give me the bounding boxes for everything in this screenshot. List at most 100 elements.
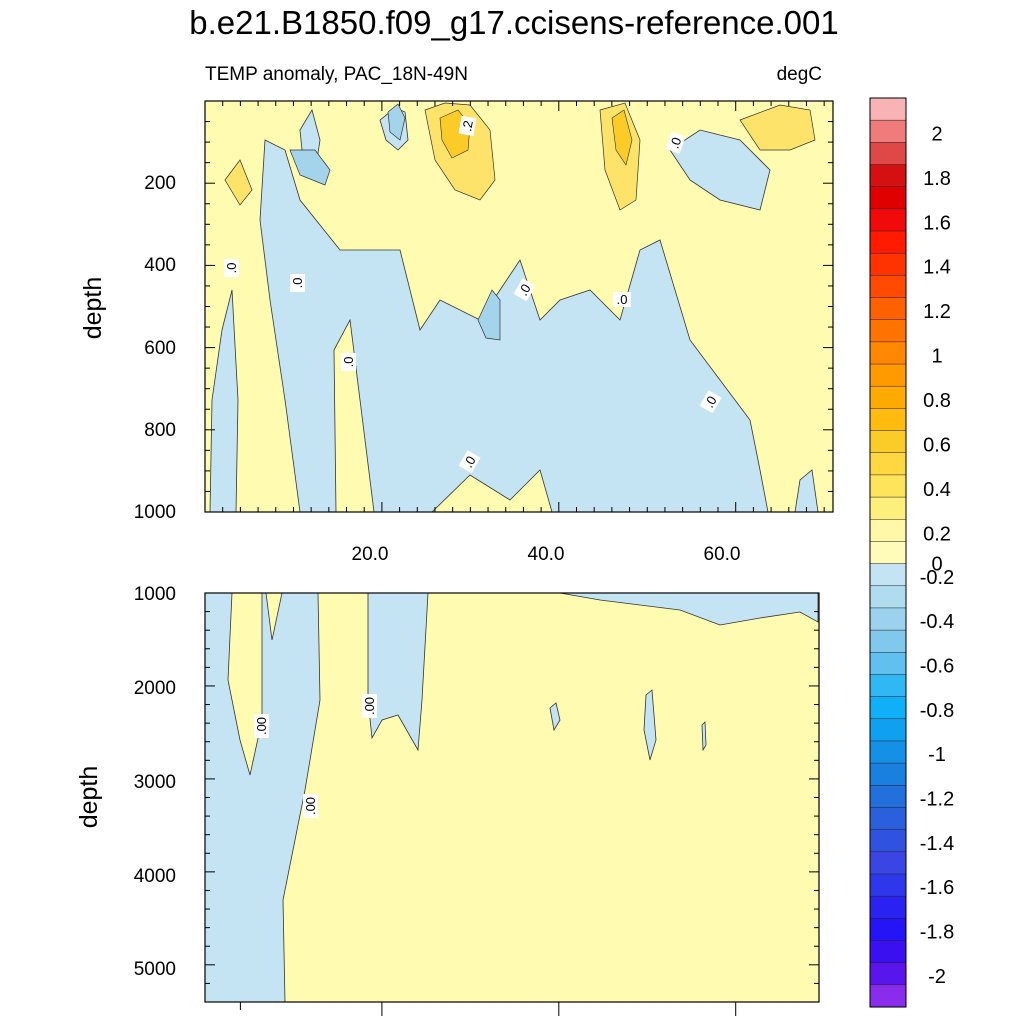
y-tick-label: 2000 — [134, 678, 176, 699]
upper-darker-negative — [289, 103, 501, 341]
colorbar-swatch — [869, 718, 907, 742]
contour-label: .2 — [458, 115, 477, 137]
colorbar-swatch — [869, 119, 907, 143]
colorbar-swatch — [869, 807, 907, 831]
colorbar-label: 0 — [931, 554, 942, 576]
colorbar-swatch — [869, 962, 907, 986]
colorbar-swatch — [869, 208, 907, 232]
contour-label: .0 — [665, 131, 686, 154]
colorbar-swatch — [869, 408, 907, 432]
lower-y-axis-label: depth — [75, 766, 103, 829]
colorbar-label: 1.4 — [923, 257, 951, 279]
figure-title: b.e21.B1850.f09_g17.ccisens-reference.00… — [189, 4, 838, 41]
y-tick-label: 4000 — [134, 866, 176, 887]
colorbar-swatch — [869, 385, 907, 409]
colorbar-swatch — [869, 829, 907, 853]
colorbar-label: 1.8 — [923, 168, 951, 190]
colorbar-label: 1.6 — [923, 212, 951, 234]
colorbar-swatch — [869, 585, 907, 609]
upper-y-ticks — [205, 100, 833, 513]
lower-negative-regions — [204, 592, 819, 1003]
colorbar-swatch — [869, 142, 907, 166]
contour-label: .00 — [362, 694, 377, 718]
contour-label: .0 — [290, 274, 305, 292]
y-tick-label: 400 — [144, 255, 176, 276]
colorbar-swatch — [869, 164, 907, 188]
subtitle-left: TEMP anomaly, PAC_18N-49N — [205, 64, 468, 85]
colorbar-label: 2 — [931, 123, 942, 145]
colorbar-label: -0.6 — [920, 655, 954, 677]
contour-label-text: .00 — [254, 717, 269, 735]
colorbar-swatch — [869, 97, 907, 121]
contour-label: .0 — [224, 259, 239, 277]
colorbar-swatch — [869, 430, 907, 454]
lower-panel: .00 .00 .00 1000 2000 3000 4000 5000 depth — [75, 584, 820, 1016]
y-tick-label: 3000 — [134, 772, 176, 793]
colorbar-swatch — [869, 629, 907, 653]
colorbar-swatch — [869, 541, 907, 565]
y-tick-label: 1000 — [134, 502, 176, 523]
contour-label-text: .2 — [459, 119, 476, 132]
colorbar-swatch — [869, 851, 907, 875]
colorbar-swatch — [869, 474, 907, 498]
colorbar-swatch — [869, 940, 907, 964]
y-tick-label: 1000 — [134, 584, 176, 605]
colorbar-label: 0.8 — [923, 390, 951, 412]
contour-label-text: .0 — [341, 357, 356, 368]
colorbar-label: -2 — [928, 966, 946, 988]
contour-label-text: .0 — [290, 278, 305, 289]
contour-label: .0 — [341, 353, 356, 371]
colorbar-swatch — [869, 341, 907, 365]
colorbar-swatch — [869, 297, 907, 321]
colorbar-swatch — [869, 230, 907, 254]
lower-contour-labels: .00 .00 .00 — [254, 694, 377, 818]
colorbar-label: -1.6 — [920, 877, 954, 899]
x-tick-label: 60.0 — [704, 544, 741, 565]
contour-label: .0 — [699, 390, 722, 414]
upper-x-ticks — [204, 101, 825, 512]
colorbar-label: 0.4 — [923, 479, 951, 501]
contour-label: .00 — [254, 714, 269, 738]
upper-y-axis-label: depth — [79, 277, 107, 340]
colorbar-swatch — [869, 740, 907, 764]
colorbar-swatch — [869, 674, 907, 698]
y-tick-label: 200 — [144, 173, 176, 194]
colorbar-swatch — [869, 186, 907, 210]
colorbar-swatch — [869, 762, 907, 786]
colorbar-swatch — [869, 696, 907, 720]
colorbar-swatch — [869, 918, 907, 942]
colorbar-label: 1 — [931, 346, 942, 368]
contour-label: .0 — [513, 278, 536, 302]
colorbar-swatch — [869, 563, 907, 587]
colorbar-labels: 2 1.8 1.6 1.4 1.2 1 0.8 0.6 0.4 0.2 0-0.2 -0.4 -0.6 -… — [920, 123, 954, 987]
colorbar-swatch — [869, 785, 907, 809]
colorbar-label: -1.8 — [920, 921, 954, 943]
colorbar-swatch — [869, 984, 907, 1008]
colorbar-swatch — [869, 496, 907, 520]
contour-label: .0 — [458, 450, 481, 474]
colorbar-label: 0.6 — [923, 435, 951, 457]
subtitle-right: degC — [777, 64, 822, 85]
colorbar-swatch — [869, 275, 907, 299]
colorbar-swatch — [869, 895, 907, 919]
y-tick-label: 600 — [144, 338, 176, 359]
upper-contour-labels: .0 .0 .0 .0 .0 .0 .0 .2 .0 — [224, 115, 722, 474]
colorbar-label: -0.8 — [920, 700, 954, 722]
colorbar-swatch — [869, 452, 907, 476]
colorbar-label: 1.2 — [923, 301, 951, 323]
colorbar-label: -1.2 — [920, 788, 954, 810]
contour-label-text: .0 — [667, 135, 685, 150]
contour-label-text: .0 — [617, 292, 628, 307]
colorbar-swatch — [869, 319, 907, 343]
colorbar-swatch — [869, 607, 907, 631]
contour-label-text: .0 — [224, 263, 239, 274]
colorbar-swatch — [869, 873, 907, 897]
colorbar-swatch — [869, 363, 907, 387]
x-tick-label: 40.0 — [528, 544, 565, 565]
colorbar-label: 0.2 — [923, 523, 951, 545]
lower-y-ticks — [205, 592, 819, 1003]
colorbar-swatch — [869, 252, 907, 276]
colorbar-label: -0.4 — [920, 611, 954, 633]
colorbar-swatch — [869, 518, 907, 542]
lower-x-ticks — [239, 1002, 737, 1016]
